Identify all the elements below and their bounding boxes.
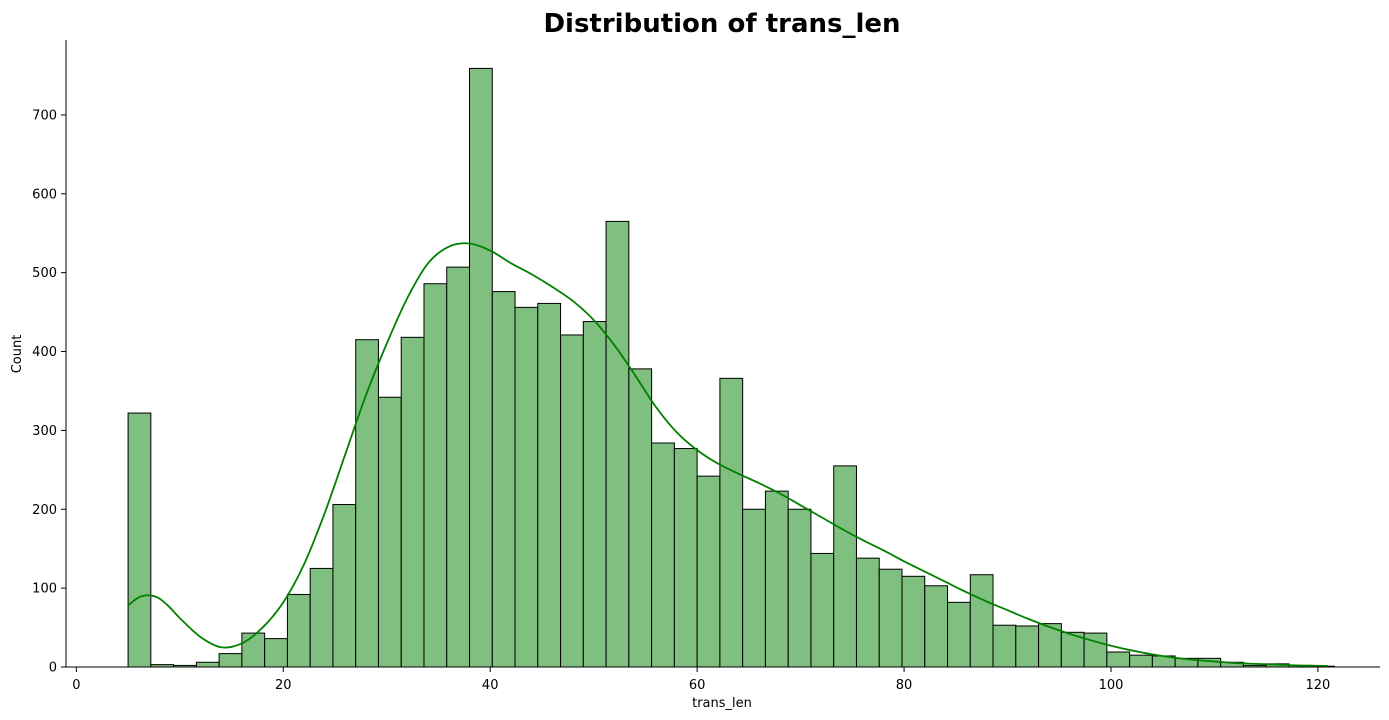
kde-line	[127, 242, 1329, 667]
histogram-bar	[286, 593, 311, 668]
x-axis-label: trans_len	[692, 696, 752, 711]
histogram-bar	[742, 508, 766, 668]
chart-title: Distribution of trans_len	[543, 9, 900, 39]
histogram-bar	[332, 504, 357, 668]
x-tick-label: 120	[1306, 678, 1331, 693]
histogram-bar	[1197, 657, 1222, 668]
histogram-bar	[400, 336, 425, 668]
histogram-bar	[628, 368, 653, 668]
histogram-bar	[127, 412, 152, 668]
histogram-bar	[355, 339, 379, 668]
histogram-bar	[764, 490, 789, 668]
histogram-bar	[264, 638, 288, 668]
histogram-bar	[1083, 632, 1108, 668]
histogram-bar	[719, 377, 744, 668]
x-tick-label: 0	[72, 678, 80, 693]
histogram-bar	[810, 552, 835, 668]
histogram-bar	[833, 465, 857, 668]
y-tick-label: 100	[32, 582, 57, 597]
x-tick-label: 100	[1099, 678, 1124, 693]
x-tick-label: 40	[482, 678, 499, 693]
histogram-bar	[423, 283, 448, 668]
histogram-bar	[651, 442, 675, 668]
x-tick-label: 80	[896, 678, 913, 693]
y-tick-label: 400	[32, 345, 57, 360]
y-ticks-group: 0 100 200 300 400 500 600 700	[32, 108, 66, 676]
histogram-bar	[1129, 654, 1153, 668]
histogram-bar	[218, 653, 243, 668]
histogram-bar	[787, 508, 812, 668]
histogram-bar	[924, 585, 949, 668]
y-tick-label: 700	[32, 108, 57, 123]
histogram-bar	[696, 475, 721, 668]
histogram-bar	[309, 567, 334, 668]
histogram-bar	[605, 220, 630, 668]
y-tick-label: 200	[32, 503, 57, 518]
histogram-bar	[491, 291, 516, 668]
y-tick-label: 500	[32, 266, 57, 281]
histogram-bar	[469, 67, 493, 668]
x-ticks-group: 0 20 40 60 80 100 120	[72, 667, 1330, 693]
histogram-bar	[969, 574, 994, 668]
histogram-bar	[241, 632, 266, 668]
y-axis-label: Count	[10, 335, 25, 374]
histogram-bar	[878, 568, 903, 668]
histogram-bar	[947, 601, 971, 668]
histogram-bar	[195, 661, 220, 668]
histogram-bar	[582, 321, 607, 668]
histogram-bar	[446, 266, 471, 668]
histogram-bar	[1015, 625, 1040, 668]
histogram-bar	[514, 306, 539, 668]
histogram-bar	[560, 334, 584, 668]
histogram-bar	[992, 624, 1017, 668]
histogram-bar	[377, 396, 402, 668]
x-tick-label: 20	[275, 678, 292, 693]
y-tick-label: 600	[32, 187, 57, 202]
histogram-bar	[855, 557, 880, 668]
histogram-bar	[673, 448, 698, 668]
histogram-bar	[901, 575, 926, 668]
y-tick-label: 0	[49, 661, 57, 676]
y-tick-label: 300	[32, 424, 57, 439]
histogram-bar	[1106, 651, 1131, 668]
x-tick-label: 60	[689, 678, 706, 693]
bars-group	[127, 67, 1335, 668]
histogram-bar	[537, 302, 562, 668]
